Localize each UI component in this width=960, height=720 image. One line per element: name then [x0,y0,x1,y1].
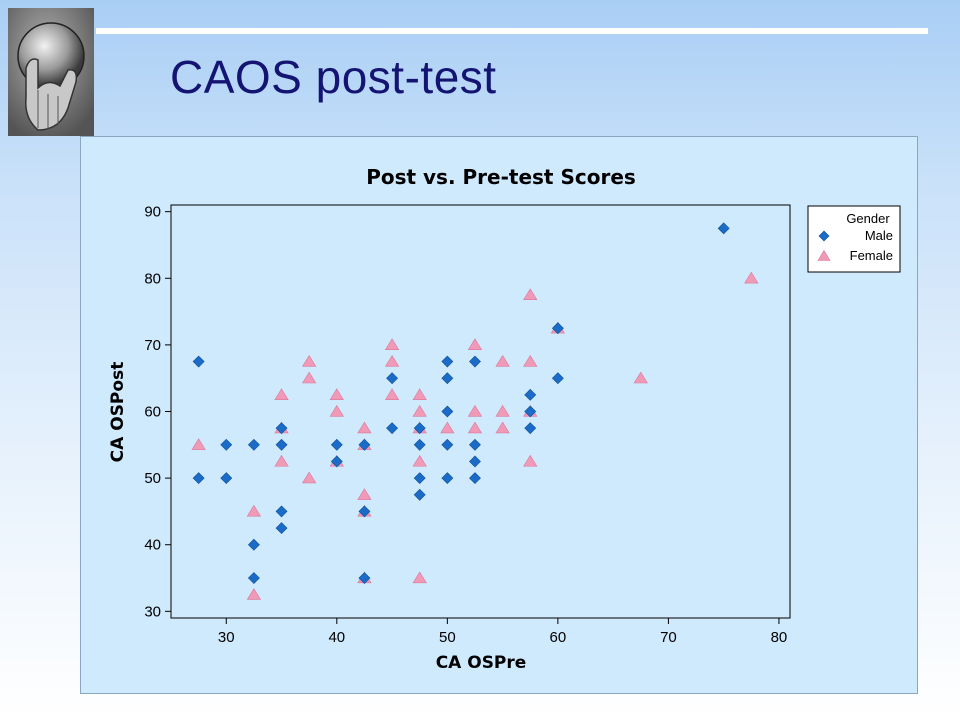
male-point [330,455,343,468]
female-point [384,388,400,400]
male-point [247,538,260,551]
axis-ticks: 30 40 50 60 70 80 30 40 50 60 70 80 90 [144,204,787,646]
y-tick-label: 70 [144,337,161,354]
male-point [358,438,371,451]
female-point [329,404,344,417]
legend-title: Gender [846,211,890,226]
plot-area [170,204,791,619]
x-tick-label: 60 [550,629,567,646]
chart-panel: Post vs. Pre-test Scores 30 40 50 60 70 80 30 4… [80,136,918,694]
x-tick-label: 30 [218,629,235,646]
male-point [386,372,398,385]
male-point [413,422,426,435]
male-point [275,438,288,451]
male-point [441,405,454,418]
x-tick-label: 50 [439,629,456,646]
male-point [220,438,233,451]
female-point [302,471,317,484]
male-point [469,455,481,468]
female-point [384,338,400,350]
female-point [467,404,483,417]
x-tick-label: 80 [771,629,788,646]
male-point [524,405,537,418]
female-point [633,371,648,384]
male-point [551,372,564,385]
male-point [247,438,260,451]
male-point [247,572,260,584]
female-point [302,371,317,384]
female-point [523,454,538,467]
scatter-chart: Post vs. Pre-test Scores 30 40 50 60 70 80 30 4… [108,165,901,673]
y-tick-label: 90 [144,204,161,221]
male-point [551,322,564,335]
male-point [441,355,454,368]
female-point [523,354,538,367]
male-point [220,472,233,485]
female-point [274,454,289,467]
male-point [413,438,426,451]
y-tick-label: 40 [144,537,161,554]
male-point [524,422,537,435]
male-point [330,438,343,451]
legend-male-marker [818,230,830,242]
male-point [441,472,454,485]
male-point [469,472,481,485]
legend: Gender Male Female [807,205,901,273]
male-point [441,372,454,385]
female-point [440,421,455,434]
legend-female-marker [817,249,831,261]
female-point [412,571,427,584]
male-point [275,422,288,435]
female-point [467,338,483,350]
female-point [357,421,372,434]
male-point [469,438,481,451]
male-point [358,505,371,518]
female-point [412,454,427,467]
male-point [275,505,288,518]
x-tick-label: 70 [660,629,677,646]
male-point [386,422,398,435]
female-point [523,288,538,301]
y-tick-label: 60 [144,404,161,421]
y-tick-label: 50 [144,470,161,487]
data-points [191,222,759,600]
x-axis-title: CA OSPre [436,653,527,673]
female-point [191,438,206,450]
female-point [302,354,317,367]
y-tick-label: 80 [144,270,161,287]
male-point [717,222,730,235]
female-point [744,271,759,284]
male-point [469,355,481,368]
male-point [441,438,454,451]
title-accent-bar [96,28,928,34]
female-point [329,388,344,400]
female-point [246,588,262,600]
female-point [384,354,400,367]
chart-title: Post vs. Pre-test Scores [366,165,636,189]
legend-entry-label: Male [865,228,893,243]
logo-artwork [8,8,94,136]
hand-with-reflecting-sphere-image [8,8,94,136]
female-point [246,504,262,517]
female-point [495,404,510,417]
y-tick-label: 30 [144,603,161,620]
male-point [358,572,371,584]
female-point [467,421,483,434]
male-point [192,472,205,485]
x-tick-label: 40 [328,629,345,646]
female-point [495,354,510,367]
female-point [274,388,289,400]
male-point [275,522,288,534]
male-point [192,355,205,368]
male-point [413,472,426,485]
y-axis-title: CA OSPost [108,362,128,463]
male-point [524,388,537,401]
legend-entry-label: Female [850,248,893,263]
male-point [413,488,426,501]
female-point [495,421,510,434]
female-point [357,488,372,500]
female-point [412,388,427,400]
slide-title: CAOS post-test [170,51,497,103]
female-point [412,404,427,417]
